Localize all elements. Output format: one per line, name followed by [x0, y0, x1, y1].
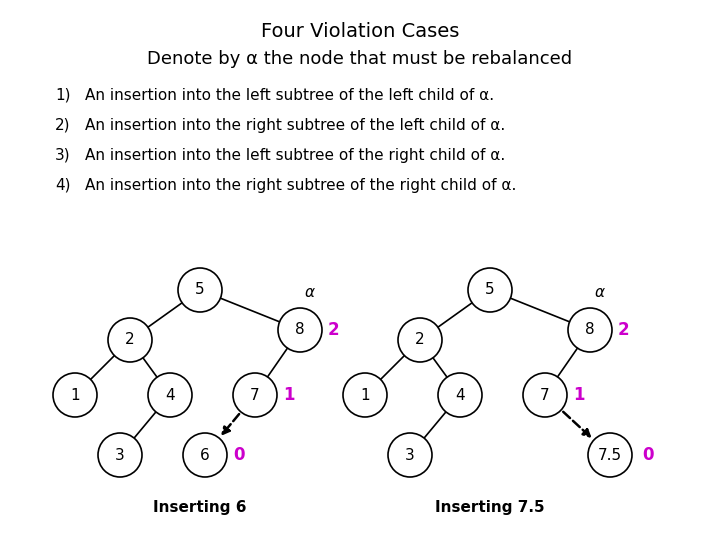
Text: 1: 1	[70, 388, 80, 402]
Text: Four Violation Cases: Four Violation Cases	[261, 22, 459, 41]
Text: 6: 6	[200, 448, 210, 462]
Text: 2: 2	[125, 333, 135, 348]
Circle shape	[233, 373, 277, 417]
Circle shape	[183, 433, 227, 477]
Text: 1: 1	[573, 386, 585, 404]
Text: 0: 0	[642, 446, 654, 464]
Text: 7: 7	[540, 388, 550, 402]
Text: Inserting 6: Inserting 6	[153, 500, 247, 515]
Circle shape	[388, 433, 432, 477]
Circle shape	[53, 373, 97, 417]
Text: α: α	[595, 285, 605, 300]
Text: 1: 1	[360, 388, 370, 402]
Text: 5: 5	[485, 282, 495, 298]
Text: An insertion into the left subtree of the left child of α.: An insertion into the left subtree of th…	[85, 88, 494, 103]
Text: 2: 2	[328, 321, 340, 339]
Text: 1): 1)	[55, 88, 71, 103]
Text: An insertion into the left subtree of the right child of α.: An insertion into the left subtree of th…	[85, 148, 505, 163]
Text: 8: 8	[295, 322, 305, 338]
Circle shape	[438, 373, 482, 417]
Text: 1: 1	[283, 386, 294, 404]
Text: 2): 2)	[55, 118, 71, 133]
Text: 3): 3)	[55, 148, 71, 163]
Text: 2: 2	[618, 321, 629, 339]
Text: An insertion into the right subtree of the left child of α.: An insertion into the right subtree of t…	[85, 118, 505, 133]
Circle shape	[398, 318, 442, 362]
Text: 3: 3	[405, 448, 415, 462]
Text: 2: 2	[415, 333, 425, 348]
Circle shape	[108, 318, 152, 362]
Circle shape	[468, 268, 512, 312]
Text: 8: 8	[585, 322, 595, 338]
Circle shape	[343, 373, 387, 417]
Text: 5: 5	[195, 282, 204, 298]
Text: Denote by α the node that must be rebalanced: Denote by α the node that must be rebala…	[148, 50, 572, 68]
Circle shape	[278, 308, 322, 352]
Text: 7.5: 7.5	[598, 448, 622, 462]
Circle shape	[568, 308, 612, 352]
Text: 7: 7	[250, 388, 260, 402]
Circle shape	[523, 373, 567, 417]
Circle shape	[148, 373, 192, 417]
Text: 4): 4)	[55, 178, 71, 193]
Text: 4: 4	[165, 388, 175, 402]
Circle shape	[588, 433, 632, 477]
Text: 4: 4	[455, 388, 465, 402]
Text: 0: 0	[233, 446, 245, 464]
Text: 3: 3	[115, 448, 125, 462]
Circle shape	[178, 268, 222, 312]
Text: An insertion into the right subtree of the right child of α.: An insertion into the right subtree of t…	[85, 178, 516, 193]
Circle shape	[98, 433, 142, 477]
Text: α: α	[305, 285, 315, 300]
Text: Inserting 7.5: Inserting 7.5	[435, 500, 545, 515]
